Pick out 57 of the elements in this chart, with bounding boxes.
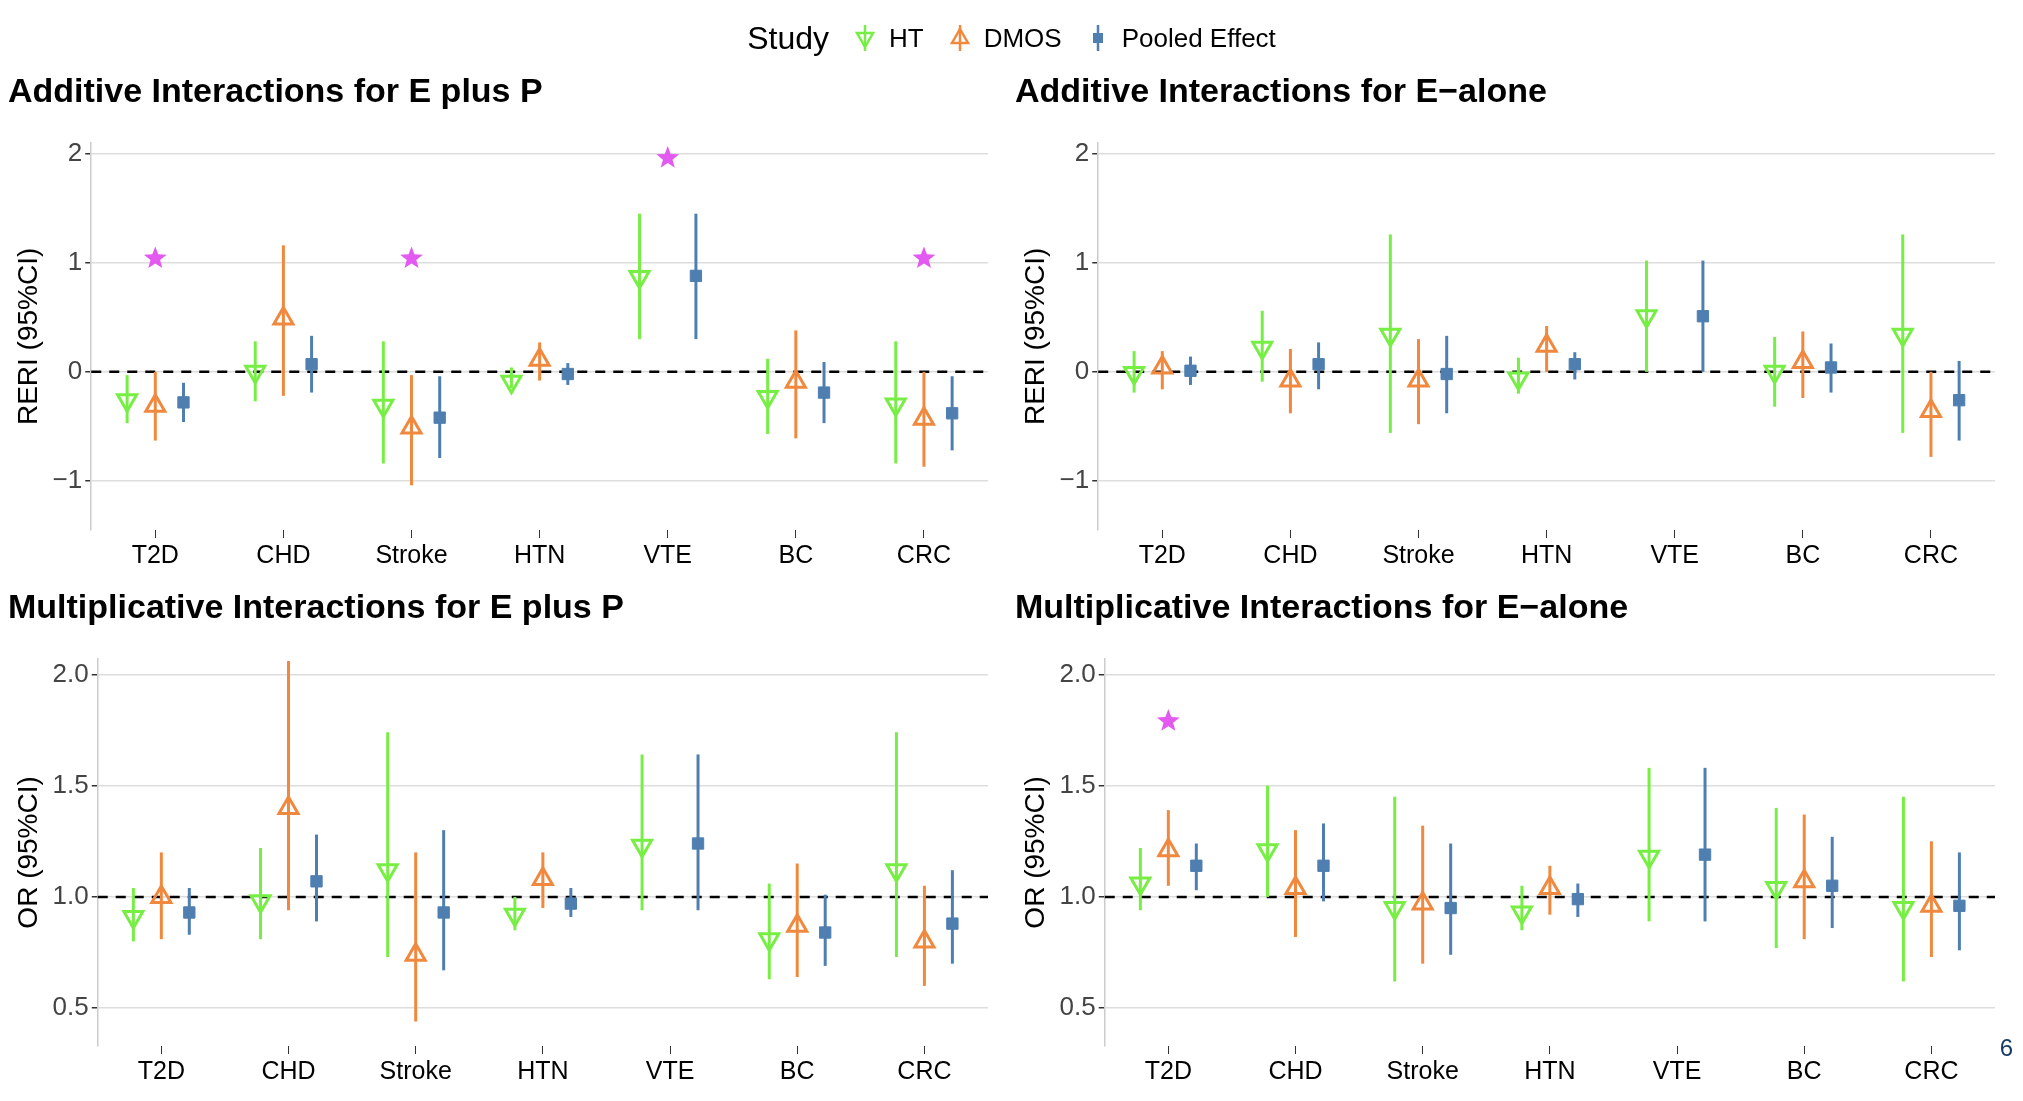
text: 6 bbox=[1999, 1034, 2013, 1062]
x-tick-label: T2D bbox=[137, 1055, 185, 1084]
y-tick-label: 0.5 bbox=[52, 991, 89, 1022]
x-tick-label: Stroke bbox=[379, 1055, 452, 1084]
x-tick-label: CRC bbox=[896, 539, 952, 568]
x-tick-label: CHD bbox=[1263, 539, 1318, 568]
x-tick-label: HTN bbox=[513, 539, 566, 568]
y-tick-label: 1.0 bbox=[1059, 880, 1096, 911]
x-tick-label: HTN bbox=[1520, 539, 1573, 568]
y-tick-label: 2.0 bbox=[52, 657, 89, 688]
chart-title: Additive Interactions for E plus P bbox=[8, 70, 543, 109]
x-tick-label: T2D bbox=[1138, 539, 1186, 568]
x-tick-label: VTE bbox=[1652, 1055, 1702, 1084]
x-tick-label: Stroke bbox=[1386, 1055, 1459, 1084]
x-tick-label: CRC bbox=[1904, 1055, 1959, 1084]
x-tick-label: Stroke bbox=[1382, 539, 1455, 568]
chart-title: Multiplicative Interactions for E plus P bbox=[8, 586, 624, 625]
y-tick-label: 1 bbox=[67, 245, 83, 276]
y-tick-label: 0 bbox=[67, 355, 83, 386]
y-axis-title: RERI (95%CI) bbox=[11, 247, 43, 426]
y-tick-label: 1.5 bbox=[1059, 768, 1096, 799]
x-tick-label: VTE bbox=[1650, 539, 1700, 568]
x-tick-label: CRC bbox=[1903, 539, 1959, 568]
x-tick-label: CHD bbox=[261, 1055, 316, 1084]
y-axis-title: RERI (95%CI) bbox=[1018, 247, 1050, 426]
y-tick-label: 1.0 bbox=[52, 880, 89, 911]
y-tick-label: 2 bbox=[1074, 136, 1090, 167]
x-tick-label: HTN bbox=[517, 1055, 569, 1084]
x-tick-label: VTE bbox=[643, 539, 693, 568]
legend-title: Study bbox=[747, 19, 829, 57]
x-tick-label: BC bbox=[1785, 539, 1821, 568]
y-tick-label: 2 bbox=[67, 136, 83, 167]
legend-label: HT bbox=[888, 22, 924, 54]
x-tick-label: HTN bbox=[1524, 1055, 1576, 1084]
chart-title: Additive Interactions for E−alone bbox=[1015, 70, 1547, 109]
y-tick-label: 0 bbox=[1074, 355, 1090, 386]
y-tick-label: −1 bbox=[1059, 464, 1090, 495]
y-tick-label: 0.5 bbox=[1059, 991, 1096, 1022]
y-axis-title: OR (95%CI) bbox=[11, 776, 43, 929]
legend-label: DMOS bbox=[983, 22, 1062, 54]
legend-label: Pooled Effect bbox=[1121, 22, 1276, 54]
y-tick-label: −1 bbox=[52, 464, 83, 495]
x-tick-label: BC bbox=[779, 1055, 815, 1084]
x-tick-label: CRC bbox=[897, 1055, 952, 1084]
y-tick-label: 1 bbox=[1074, 245, 1090, 276]
y-tick-label: 1.5 bbox=[52, 768, 89, 799]
x-tick-label: CHD bbox=[1268, 1055, 1323, 1084]
x-tick-label: VTE bbox=[645, 1055, 695, 1084]
y-tick-label: 2.0 bbox=[1059, 657, 1096, 688]
y-axis-title: OR (95%CI) bbox=[1018, 776, 1050, 929]
x-tick-label: BC bbox=[778, 539, 814, 568]
x-tick-label: BC bbox=[1786, 1055, 1822, 1084]
x-tick-label: CHD bbox=[256, 539, 311, 568]
x-tick-label: T2D bbox=[131, 539, 179, 568]
chart-title: Multiplicative Interactions for E−alone bbox=[1015, 586, 1629, 625]
x-tick-label: T2D bbox=[1144, 1055, 1192, 1084]
x-tick-label: Stroke bbox=[375, 539, 448, 568]
